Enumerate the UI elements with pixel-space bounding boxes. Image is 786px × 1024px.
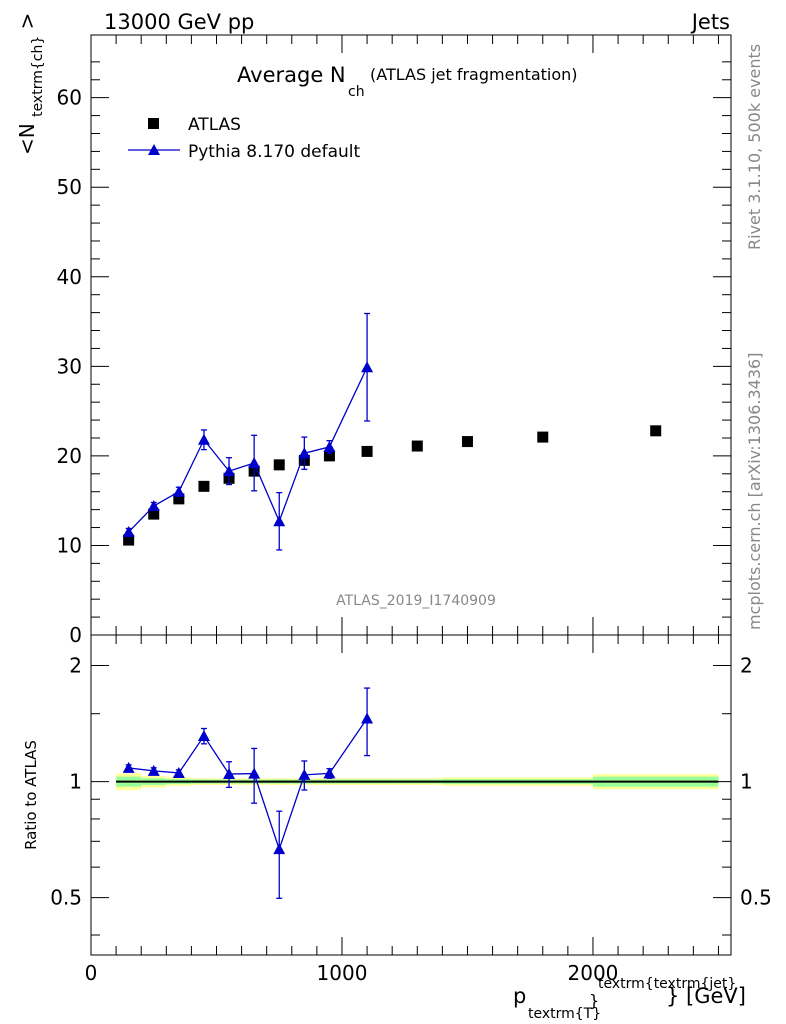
y-tick-label: 50 bbox=[57, 175, 82, 199]
pythia-point bbox=[197, 433, 210, 445]
atlas-point bbox=[273, 459, 285, 471]
y-tick-label: 30 bbox=[57, 354, 82, 378]
chart-title-main: Average N bbox=[237, 63, 346, 87]
atlas-point bbox=[173, 493, 185, 505]
chart-title: Average N bbox=[237, 63, 346, 87]
y-tick-label: 10 bbox=[57, 533, 82, 557]
x-tick-label: 1000 bbox=[317, 961, 368, 985]
ratio-tick-label-right: 0.5 bbox=[740, 886, 772, 910]
analysis-label: ATLAS_2019_I1740909 bbox=[336, 593, 496, 609]
x-axis-label-unit: } [GeV] bbox=[666, 984, 746, 1008]
ratio-tick-label-left: 2 bbox=[69, 654, 82, 678]
ratio-panel-frame bbox=[90, 634, 732, 956]
pythia-ratio-point bbox=[298, 768, 311, 780]
y-axis-label-sub: textrm{ch} bbox=[30, 36, 46, 117]
x-axis-label-sup: textrm{textrm{jet} bbox=[598, 976, 736, 992]
x-axis-label-sup-value: textrm{jet} bbox=[654, 976, 737, 992]
ratio-tick-label-left: 0.5 bbox=[50, 886, 82, 910]
main-panel-frame bbox=[90, 34, 732, 636]
axes: 0 1000 2000 0 10 20 30 40 50 60 0.5 0.5 1 1 2 2 bbox=[50, 34, 772, 985]
pythia-ratio-point bbox=[122, 761, 135, 773]
pythia-point bbox=[122, 526, 135, 538]
pythia-ratio-point bbox=[248, 767, 261, 779]
atlas-point bbox=[198, 480, 210, 492]
atlas-point bbox=[537, 431, 549, 443]
header-right: Jets bbox=[690, 10, 730, 34]
pythia-ratio-point bbox=[323, 767, 336, 779]
y-axis-label: <N textrm{ch} > bbox=[15, 13, 47, 155]
y-tick-label: 60 bbox=[57, 86, 82, 110]
pythia-line bbox=[128, 366, 368, 533]
atlas-point bbox=[650, 425, 662, 437]
pythia-point bbox=[361, 361, 374, 373]
pythia-point bbox=[273, 515, 286, 527]
atlas-point bbox=[148, 508, 160, 520]
ratio-uncertainty-band bbox=[116, 773, 719, 791]
rivet-label: Rivet 3.1.10, 500k events bbox=[745, 44, 764, 250]
ratio-y-axis-label: Ratio to ATLAS bbox=[22, 740, 40, 850]
legend: ATLAS Pythia 8.170 default bbox=[128, 115, 361, 162]
x-axis-label-main: p bbox=[513, 984, 526, 1008]
pythia-ratio-point bbox=[172, 766, 185, 778]
x-axis-label-brace: } bbox=[589, 991, 599, 1010]
pythia-ratio-point bbox=[361, 712, 374, 724]
chart-title-sub: ch bbox=[348, 84, 365, 100]
ratio-tick-label-right: 2 bbox=[740, 654, 753, 678]
y-tick-label: 40 bbox=[57, 265, 82, 289]
pythia-point bbox=[172, 485, 185, 497]
x-tick-label: 0 bbox=[85, 961, 98, 985]
x-tick-label: 2000 bbox=[568, 961, 619, 985]
pythia-ratio-point bbox=[273, 843, 286, 855]
pythia-point bbox=[323, 440, 336, 452]
pythia-point bbox=[147, 500, 160, 512]
atlas-point bbox=[361, 445, 373, 457]
y-tick-label: 20 bbox=[57, 444, 82, 468]
pythia-point bbox=[248, 457, 261, 469]
pythia-ratio-point bbox=[197, 729, 210, 741]
ratio-tick-label-right: 1 bbox=[740, 770, 753, 794]
pythia-ratio-point bbox=[147, 764, 160, 776]
pythia-ratio-line bbox=[128, 718, 368, 852]
atlas-point bbox=[323, 450, 335, 462]
legend-marker-pythia bbox=[148, 144, 160, 155]
atlas-point bbox=[411, 440, 423, 452]
pythia-point bbox=[223, 465, 236, 477]
y-tick-label: 0 bbox=[69, 623, 82, 647]
chart-title-extra: (ATLAS jet fragmentation) bbox=[370, 65, 578, 84]
mcplots-label: mcplots.cern.ch [arXiv:1306.3436] bbox=[745, 353, 764, 630]
legend-label-pythia: Pythia 8.170 default bbox=[188, 142, 361, 162]
atlas-point bbox=[461, 436, 473, 448]
atlas-point bbox=[123, 534, 135, 546]
y-axis-label-main: <N bbox=[15, 123, 39, 155]
ratio-tick-label-left: 1 bbox=[69, 770, 82, 794]
pythia-ratio-point bbox=[223, 768, 236, 780]
header-left: 13000 GeV pp bbox=[104, 10, 254, 34]
x-axis-label-sup-prefix: textrm{ bbox=[598, 976, 654, 992]
legend-label-atlas: ATLAS bbox=[188, 115, 241, 135]
data-marks bbox=[122, 312, 662, 899]
pythia-point bbox=[298, 447, 311, 459]
legend-marker-atlas bbox=[148, 118, 159, 129]
y-axis-label-end: > bbox=[15, 13, 39, 30]
x-axis-label-sub: textrm{T} bbox=[528, 1006, 601, 1022]
